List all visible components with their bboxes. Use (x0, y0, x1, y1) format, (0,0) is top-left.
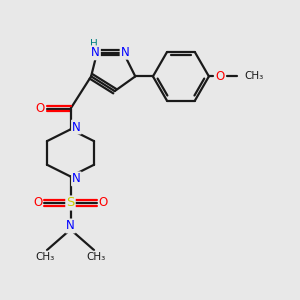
Text: CH₃: CH₃ (86, 252, 105, 262)
Text: CH₃: CH₃ (244, 71, 263, 81)
Text: O: O (99, 196, 108, 209)
Text: O: O (36, 102, 45, 115)
Text: N: N (91, 46, 100, 59)
Text: N: N (72, 121, 81, 134)
Text: H: H (90, 39, 97, 49)
Text: CH₃: CH₃ (36, 252, 55, 262)
Text: N: N (121, 46, 129, 59)
Text: N: N (66, 220, 75, 232)
Text: N: N (72, 172, 81, 185)
Text: O: O (33, 196, 42, 209)
Text: O: O (215, 70, 225, 83)
Text: S: S (66, 196, 75, 209)
